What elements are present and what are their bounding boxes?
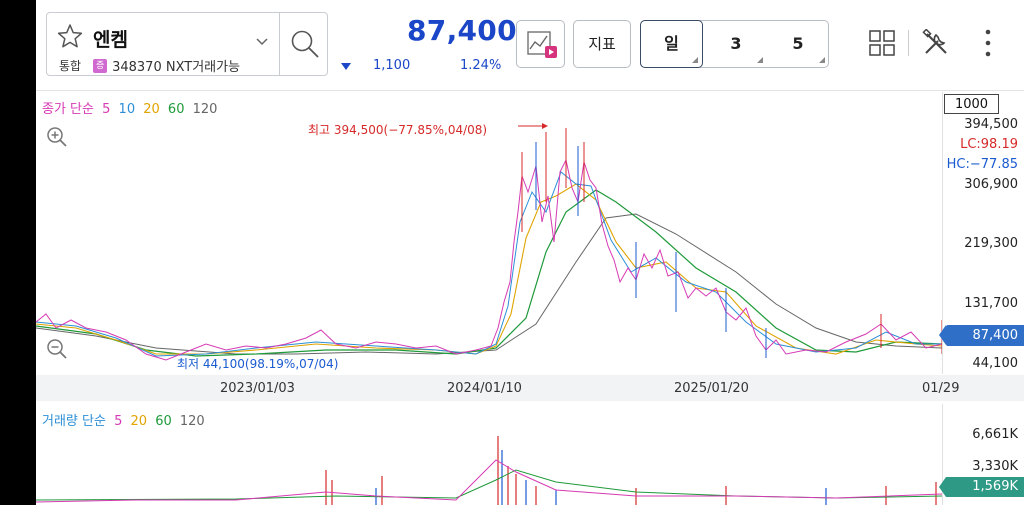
ma60-line	[36, 189, 942, 357]
price-change-pct: 1.24%	[460, 58, 502, 73]
volume-legend[interactable]: 거래량 단순 5 20 60 120	[42, 410, 209, 429]
legend-ma120: 120	[179, 414, 205, 429]
market-tag: 통합	[59, 59, 82, 73]
ma-legend[interactable]: 종가 단순 5 10 20 60 120	[42, 98, 221, 117]
chart-app: 엔켐 통합 증 348370 NXT거래가능 87,400 1,100 1.24…	[36, 0, 1024, 505]
volume-tick: 3,330K	[972, 459, 1018, 474]
legend-ma20: 20	[130, 414, 148, 429]
current-price: 87,400	[407, 14, 517, 47]
ma120-line	[36, 213, 942, 355]
divider	[279, 13, 280, 75]
header-divider	[908, 30, 909, 56]
period-day-button[interactable]: 일	[640, 20, 703, 68]
ma10-line	[36, 171, 942, 357]
scale-box[interactable]: 1000	[944, 94, 999, 114]
legend-ma5: 5	[114, 414, 123, 429]
volume-tick: 6,661K	[972, 427, 1018, 442]
period-label: 3	[730, 34, 742, 53]
price-tick: 219,300	[964, 236, 1018, 251]
period-selector: 일 3 5	[640, 20, 829, 68]
legend-type: 거래량 단순	[42, 414, 106, 429]
period-label: 5	[792, 34, 804, 53]
zoom-in-icon[interactable]	[46, 126, 68, 148]
volume-ma-line	[36, 459, 942, 503]
period-label: 일	[664, 34, 679, 53]
period-5-button[interactable]: 5	[767, 21, 829, 67]
volume-plot[interactable]	[36, 430, 942, 505]
chart-type-button[interactable]	[516, 20, 565, 68]
date-tick: 2024/01/10	[447, 381, 522, 396]
date-tick: 2023/01/03	[220, 381, 295, 396]
low-price-label: 최저 44,100(98.19%,07/04)	[177, 357, 339, 371]
down-arrow-icon	[341, 63, 351, 70]
price-change: 1,100	[373, 58, 411, 73]
volume-ma-line	[36, 469, 942, 501]
tools-icon[interactable]	[922, 29, 950, 57]
date-axis	[36, 375, 1024, 401]
legend-type: 종가 단순	[42, 102, 94, 117]
stock-subinfo: 통합 증 348370 NXT거래가능	[59, 56, 240, 75]
corner-indicator	[692, 57, 698, 63]
divider	[36, 90, 1024, 91]
legend-ma120: 120	[192, 102, 218, 117]
current-volume-tag: 1,569K	[939, 477, 1024, 497]
stock-code: 348370 NXT거래가능	[112, 60, 241, 75]
price-tick: 131,700	[964, 296, 1018, 311]
price-tick: 306,900	[964, 177, 1018, 192]
legend-ma20: 20	[143, 102, 160, 117]
legend-ma60: 60	[155, 414, 172, 429]
stock-selector[interactable]: 엔켐 통합 증 348370 NXT거래가능	[46, 12, 328, 76]
stock-name[interactable]: 엔켐	[93, 29, 128, 51]
date-tick: 01/29	[922, 381, 960, 396]
more-vert-icon[interactable]	[984, 28, 992, 58]
indicator-button[interactable]: 지표	[573, 20, 631, 68]
high-price-label: 최고 394,500(−77.85%,04/08)	[308, 123, 488, 137]
legend-ma10: 10	[118, 102, 136, 117]
price-axis	[942, 92, 943, 374]
chart-line-icon	[527, 31, 557, 58]
chevron-down-icon[interactable]	[255, 37, 269, 47]
hc-label: HC:−77.85	[946, 157, 1018, 172]
price-tick: 44,100	[972, 356, 1019, 371]
price-tick: 394,500	[964, 117, 1018, 132]
legend-ma60: 60	[167, 102, 185, 117]
corner-indicator	[757, 57, 763, 63]
current-price-tag: 87,400	[939, 325, 1024, 346]
candles	[521, 128, 942, 358]
lc-label: LC:98.19	[960, 137, 1018, 152]
star-icon[interactable]	[57, 23, 83, 49]
date-tick: 2025/01/20	[674, 381, 749, 396]
volume-bars	[325, 436, 937, 505]
ma20-line	[36, 183, 942, 355]
price-plot[interactable]	[36, 92, 942, 374]
grid-icon[interactable]	[869, 30, 895, 56]
stock-badge: 증	[93, 58, 108, 73]
period-3-button[interactable]: 3	[705, 21, 767, 67]
search-icon[interactable]	[289, 28, 321, 60]
zoom-out-icon[interactable]	[46, 338, 68, 360]
high-arrowhead	[542, 123, 548, 129]
volume-axis	[942, 404, 943, 505]
corner-indicator	[819, 57, 825, 63]
ma5-line	[36, 158, 942, 361]
legend-ma5: 5	[102, 102, 111, 117]
